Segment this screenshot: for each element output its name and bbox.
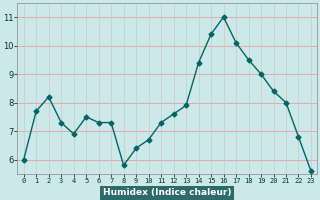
X-axis label: Humidex (Indice chaleur): Humidex (Indice chaleur) [103,188,232,197]
